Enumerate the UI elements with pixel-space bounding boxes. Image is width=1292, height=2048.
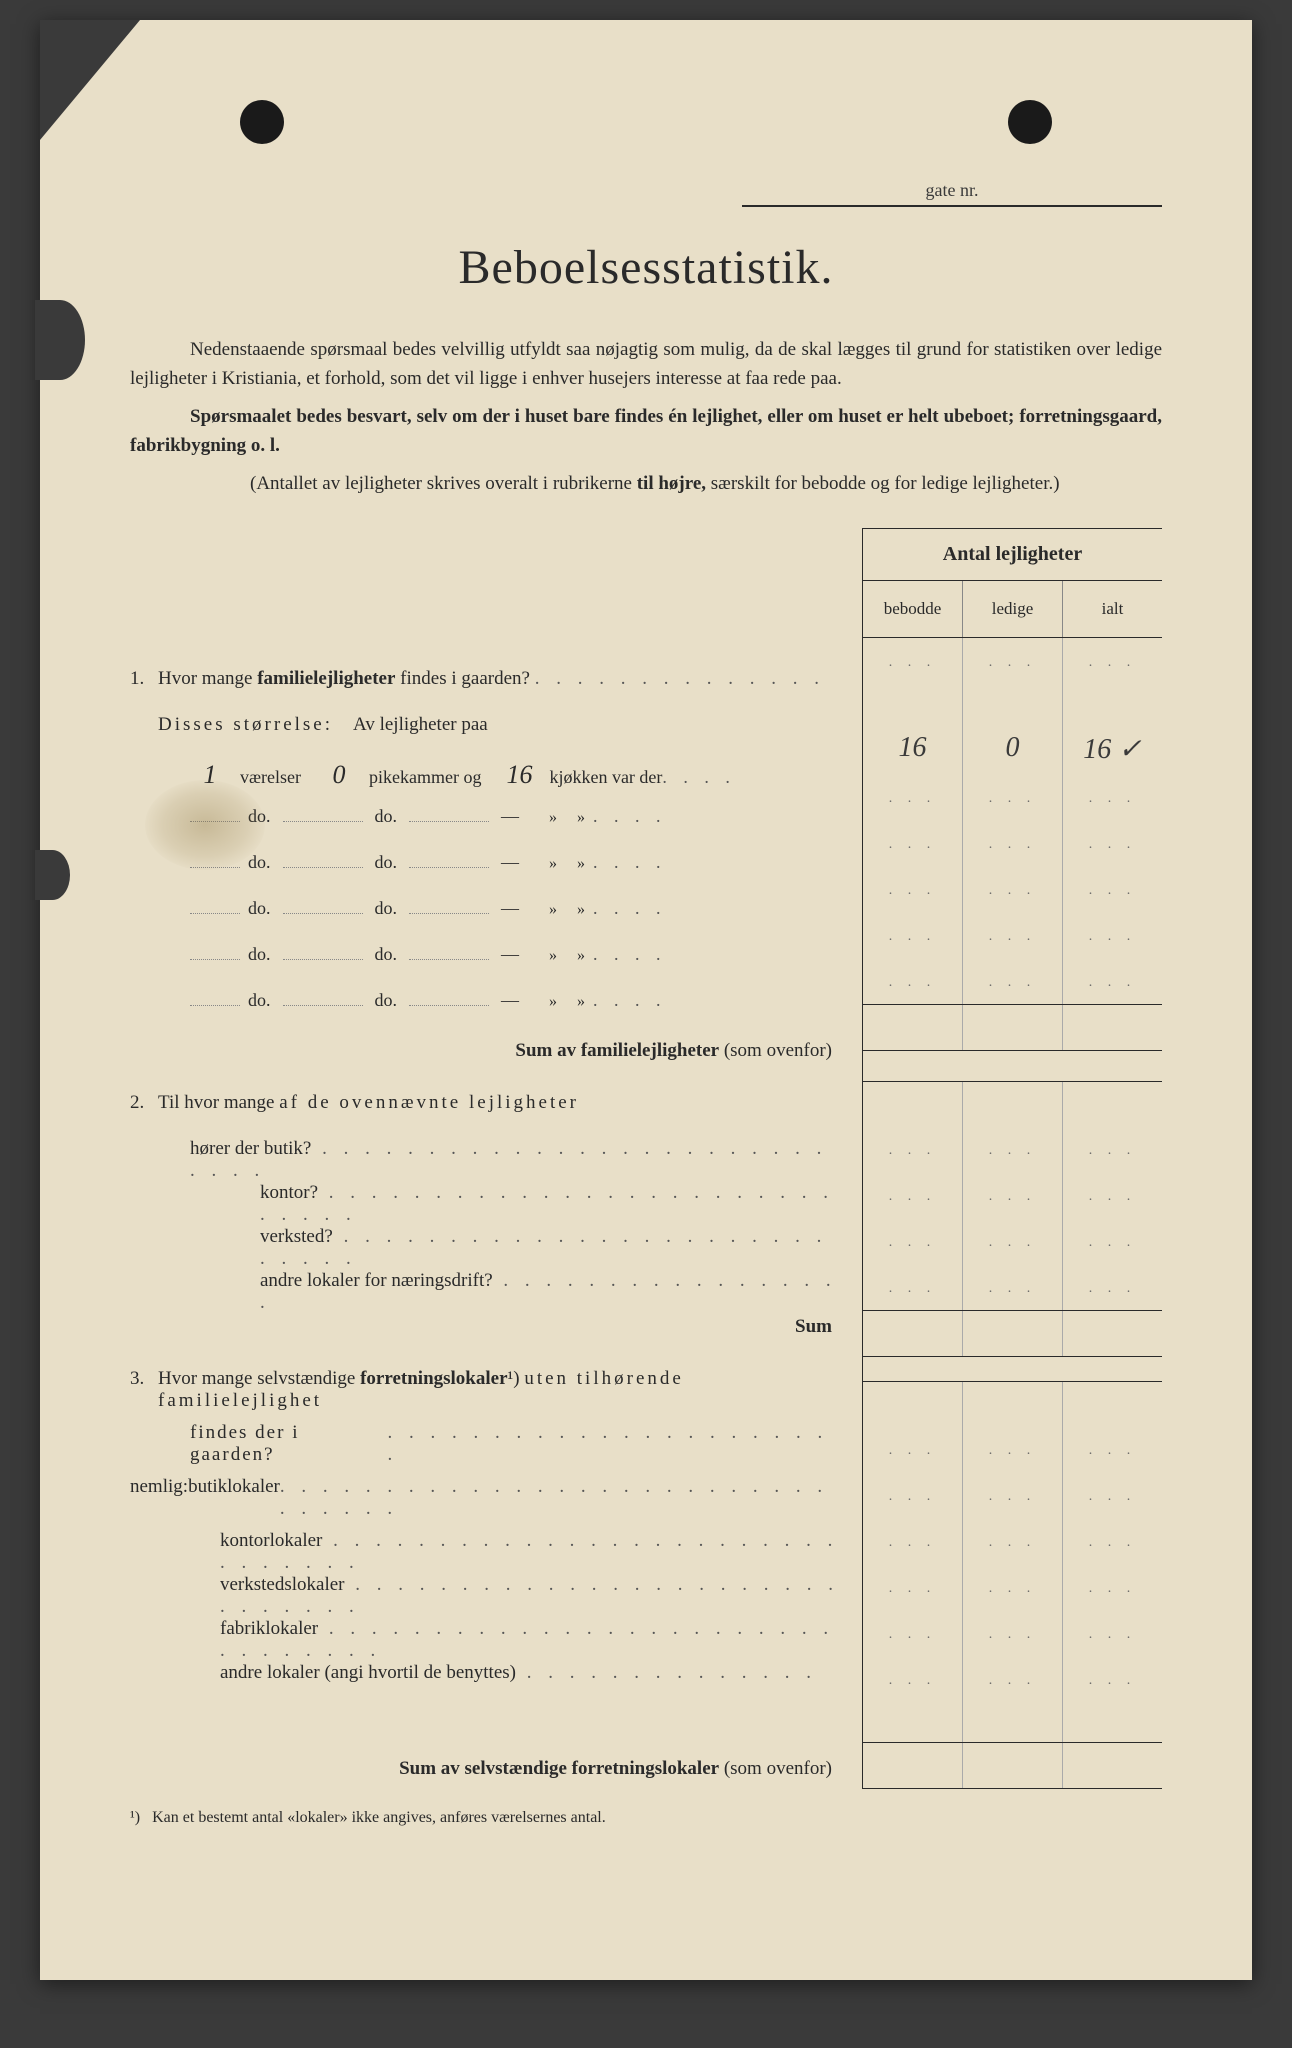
footnote: ¹) Kan et bestemt antal «lokaler» ikke a… (130, 1809, 1162, 1827)
q1-size-label: Disses størrelse: Av lejligheter paa (158, 714, 842, 750)
q3-fabrik: fabriklokaler . . . . . . . . . . . . . … (220, 1618, 842, 1652)
question-2: 2. Til hvor mange af de ovennævnte lejli… (130, 1092, 842, 1128)
punch-hole-icon (1008, 100, 1052, 144)
table-row (863, 1172, 1162, 1218)
q2-sum: Sum (130, 1316, 842, 1338)
table-row (863, 1610, 1162, 1656)
gate-label: gate nr. (926, 180, 979, 200)
q1-size-row-do: do. do. — » » . . . . (190, 852, 842, 890)
q3-sum: Sum av selvstændige forretningslokaler (… (130, 1758, 842, 1780)
corner-damage (40, 20, 140, 140)
col-bebodde: bebodde (863, 581, 963, 637)
q1-size-row-1: 1 værelser 0 pikekammer og 16 kjøkken va… (190, 760, 842, 798)
q2-butik: hører der butik? . . . . . . . . . . . .… (190, 1138, 842, 1172)
col-ledige: ledige (963, 581, 1063, 637)
table-row (863, 1126, 1162, 1172)
page-title: Beboelsesstatistik. (130, 240, 1162, 295)
table-row (863, 1264, 1162, 1310)
q3-kontor: kontorlokaler . . . . . . . . . . . . . … (220, 1530, 842, 1564)
gate-number-field: gate nr. (742, 180, 1162, 207)
document-page: gate nr. Beboelsesstatistik. Nedenstaaen… (40, 20, 1252, 1980)
q1-size-row-do: do. do. — » » . . . . (190, 944, 842, 982)
q2-andre: andre lokaler for næringsdrift? . . . . … (260, 1270, 842, 1304)
table-row (863, 1742, 1162, 1788)
table-header: Antal lejligheter (863, 528, 1162, 581)
table-row (863, 638, 1162, 684)
q2-verksted: verksted? . . . . . . . . . . . . . . . … (260, 1226, 842, 1260)
table-row (863, 1082, 1162, 1126)
question-1: 1. Hvor mange familielejligheter findes … (130, 668, 842, 704)
table-row (863, 912, 1162, 958)
table-subheader: bebodde ledige ialt (863, 581, 1162, 638)
table-row (863, 774, 1162, 820)
intro-paragraph-1: Nedenstaaende spørsmaal bedes velvillig … (130, 335, 1162, 394)
count-table: Antal lejligheter bebodde ledige ialt 16… (862, 528, 1162, 1789)
edge-damage (35, 300, 85, 380)
table-row (863, 1656, 1162, 1702)
table-row (863, 1472, 1162, 1518)
table-row (863, 1518, 1162, 1564)
q3-andre: andre lokaler (angi hvortil de benyttes)… (220, 1662, 842, 1696)
q3-nemlig: nemlig: butiklokaler . . . . . . . . . .… (130, 1476, 842, 1520)
col-ialt: ialt (1063, 581, 1162, 637)
table-row-filled: 16 0 16 ✓ (863, 728, 1162, 774)
intro-paragraph-3: (Antallet av lejligheter skrives overalt… (130, 469, 1162, 498)
questions-column: 1. Hvor mange familielejligheter findes … (130, 528, 862, 1789)
q1-size-row-do: do. do. — » » . . . . (190, 898, 842, 936)
q1-size-row-do: do. do. — » » . . . . (190, 990, 842, 1028)
table-row (863, 1564, 1162, 1610)
table-row (863, 820, 1162, 866)
edge-damage (35, 850, 70, 900)
intro-paragraph-2: Spørsmaalet bedes besvart, selv om der i… (130, 402, 1162, 461)
table-row (863, 1310, 1162, 1356)
q1-sum: Sum av familielejligheter (som ovenfor) (130, 1040, 842, 1062)
table-row (863, 866, 1162, 912)
main-content: 1. Hvor mange familielejligheter findes … (130, 528, 1162, 1789)
table-row (863, 684, 1162, 728)
table-row (863, 1426, 1162, 1472)
table-row (863, 958, 1162, 1004)
q1-size-row-do: do. do. — » » . . . . (190, 806, 842, 844)
table-row (863, 1004, 1162, 1050)
punch-hole-icon (240, 100, 284, 144)
table-row (863, 1382, 1162, 1426)
table-row (863, 1218, 1162, 1264)
q3-verksted: verkstedslokaler . . . . . . . . . . . .… (220, 1574, 842, 1608)
q2-kontor: kontor? . . . . . . . . . . . . . . . . … (260, 1182, 842, 1216)
stain-mark (145, 780, 265, 870)
q3-cont: findes der i gaarden? . . . . . . . . . … (190, 1422, 842, 1466)
question-3: 3. Hvor mange selvstændige forretningslo… (130, 1368, 842, 1412)
